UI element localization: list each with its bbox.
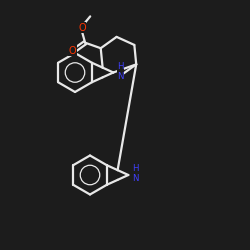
Text: O: O: [78, 23, 86, 33]
Text: H
N: H N: [132, 164, 138, 184]
Text: O: O: [68, 46, 76, 56]
Text: H
N: H N: [117, 62, 123, 81]
